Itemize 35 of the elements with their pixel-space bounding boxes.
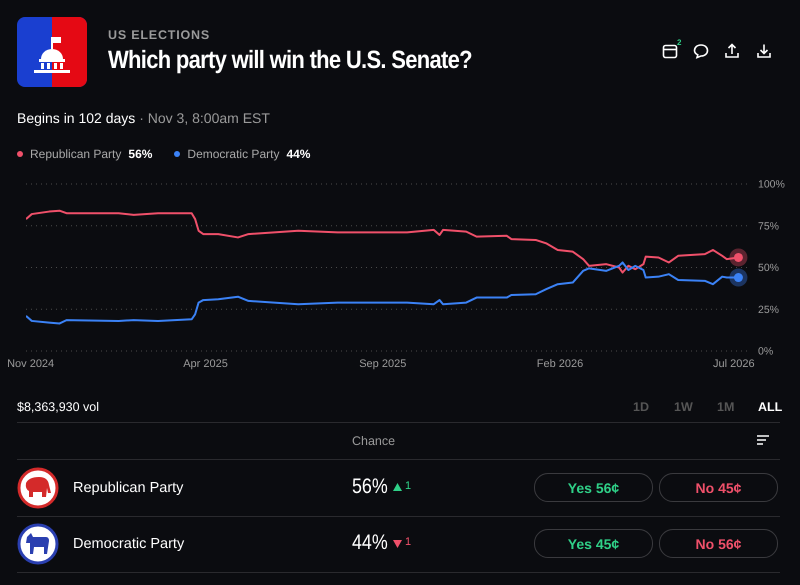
text: · Nov 3, 8:00am EST bbox=[138, 110, 270, 126]
x-tick-label: Feb 2026 bbox=[536, 358, 584, 370]
text: No 45¢ bbox=[659, 473, 778, 502]
x-tick-label: Apr 2025 bbox=[183, 358, 228, 370]
text: 1D bbox=[633, 400, 649, 414]
text: 1M bbox=[717, 400, 734, 414]
text: US ELECTIONS bbox=[108, 28, 210, 42]
y-tick-label: 75% bbox=[758, 220, 780, 232]
y-tick-label: 100% bbox=[758, 178, 785, 191]
x-tick-label: Jul 2026 bbox=[712, 358, 755, 370]
text: Chance bbox=[352, 434, 396, 448]
text: ALL bbox=[758, 400, 782, 414]
text: Yes 45¢ bbox=[534, 529, 653, 558]
text: 1W bbox=[674, 400, 693, 414]
x-tick-label: Sep 2025 bbox=[359, 358, 406, 370]
chart-title: Which party will win the U.S. Senate? bbox=[108, 46, 472, 75]
text: 44% bbox=[352, 531, 388, 555]
text: No 56¢ bbox=[659, 529, 778, 558]
text: 2 bbox=[677, 38, 682, 47]
text: Begins in 102 days bbox=[17, 110, 136, 126]
text: 56% bbox=[128, 147, 152, 161]
legend-label: Democratic Party bbox=[187, 147, 280, 161]
text: Yes 56¢ bbox=[534, 473, 653, 502]
text: 56% bbox=[352, 475, 388, 499]
y-tick-label: 50% bbox=[758, 262, 780, 274]
y-tick-label: 0% bbox=[758, 346, 774, 358]
x-tick-label: Nov 2024 bbox=[7, 358, 54, 370]
text: Republican Party bbox=[73, 480, 184, 496]
text: 44% bbox=[286, 147, 310, 161]
text: 1 bbox=[405, 480, 412, 492]
y-tick-label: 25% bbox=[758, 304, 780, 316]
legend-label: Republican Party bbox=[30, 147, 122, 161]
text: Democratic Party bbox=[73, 536, 184, 552]
text: $8,363,930 vol bbox=[17, 400, 100, 414]
text: 1 bbox=[405, 536, 412, 548]
